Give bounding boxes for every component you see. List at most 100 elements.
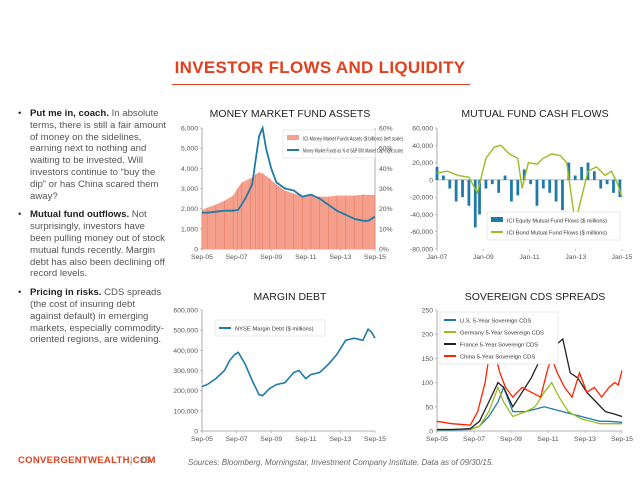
equity-flow-bar (478, 179, 481, 215)
footer-brand[interactable]: CONVERGENTWEALTH.COM (18, 455, 156, 466)
equity-flow-bar (573, 175, 577, 180)
mfcf-legend-label: ICI Equity Mutual Fund Flows ($ millions… (507, 219, 607, 225)
cds-legend-label: U.S. 5-Year Sovereign CDS (460, 319, 531, 325)
bond-flow-line (436, 144, 623, 224)
cds-y-tick-label: 50 (425, 404, 433, 411)
margin-legend-box (214, 319, 326, 337)
chart-title-cds: SOVEREIGN CDS SPREADS (464, 291, 606, 303)
equity-flow-bar (599, 179, 603, 189)
mmf-y-tick-label: 3,000 (181, 186, 198, 193)
sources-note: Sources: Bloomberg, Morningstar, Investm… (188, 458, 494, 467)
equity-flow-bar (554, 179, 558, 202)
cds-legend-box (439, 311, 559, 365)
cds-line-navy (437, 385, 623, 431)
margin-x-tick-label: Sep-11 (295, 436, 317, 443)
bullet-body: CDS spreads (the cost of insuring debt a… (30, 287, 164, 346)
mmf-x-tick-label: Sep-15 (364, 254, 386, 261)
mfcf-x-tick-label: Jan-09 (473, 254, 494, 261)
cds-legend-label: China 5-Year Sovereign CDS (460, 355, 535, 361)
margin-x-tick-label: Sep-09 (260, 436, 282, 443)
bullet-body: Not surprisingly, investors have been pu… (30, 209, 165, 280)
mfcf-y-tick-label: 40,000 (412, 143, 433, 150)
mfcf-x-tick-label: Jan-15 (612, 254, 633, 261)
cds-line-red (436, 334, 623, 426)
mfcf-legend-swatch (491, 217, 503, 222)
cds-y-tick-label: 200 (422, 332, 434, 339)
mfcf-y-tick-label: -60,000 (410, 229, 433, 236)
margin-y-tick-label: 0 (194, 429, 198, 436)
cds-x-tick-label: Sep-09 (500, 436, 522, 443)
margin-debt-line (201, 327, 376, 397)
mmf-x-tick-label: Sep-05 (191, 254, 213, 261)
mmf-y2-tick-label: 50% (379, 146, 393, 153)
mmf-y-tick-label: 0 (194, 247, 198, 254)
equity-flow-bar (484, 179, 488, 189)
equity-flow-bar (516, 179, 520, 196)
margin-y-tick-label: 600,000 (173, 308, 198, 315)
mmf-x-tick-label: Sep-13 (329, 254, 351, 261)
mmf-y2-tick-label: 10% (379, 226, 393, 233)
title-divider (172, 84, 470, 85)
equity-flow-bar (497, 179, 501, 193)
equity-flow-bar (461, 179, 464, 198)
mmf-y2-tick-label: 20% (379, 206, 393, 213)
mfcf-y-tick-label: -40,000 (410, 212, 433, 219)
mmf-y2-tick-label: 40% (379, 166, 393, 173)
mmf-x-tick-label: Sep-09 (260, 254, 282, 261)
equity-flow-bar (490, 179, 494, 185)
margin-legend-label: NYSE Margin Debt ($ millions) (235, 327, 314, 333)
mmf-x-tick-label: Sep-11 (295, 254, 317, 261)
cds-y-tick-label: 250 (422, 308, 434, 315)
equity-flow-bar (561, 179, 564, 211)
mfcf-x-tick-label: Jan-07 (427, 254, 448, 261)
margin-x-tick-label: Sep-07 (226, 436, 248, 443)
margin-x-tick-label: Sep-13 (329, 436, 351, 443)
mfcf-y-tick-label: 0 (429, 177, 433, 184)
mmf-y2-tick-label: 60% (379, 126, 393, 133)
equity-flow-bar (454, 179, 458, 202)
equity-flow-bar (435, 166, 439, 180)
mmf-y2-tick-label: 30% (379, 186, 393, 193)
mfcf-x-tick-label: Jan-13 (565, 254, 586, 261)
equity-flow-bar (567, 162, 571, 180)
mfcf-y-tick-label: 60,000 (412, 126, 433, 133)
margin-y-tick-label: 100,000 (173, 408, 198, 415)
mmf-legend-label: ICI Money Market Funds Assets ($ billion… (303, 137, 403, 143)
cds-x-tick-label: Sep-07 (463, 436, 485, 443)
equity-flow-bar (448, 179, 452, 189)
equity-flow-bar (441, 175, 445, 180)
mfcf-y-tick-label: -80,000 (410, 247, 433, 254)
equity-flow-bar (522, 169, 526, 180)
margin-y-tick-label: 200,000 (173, 388, 198, 395)
bullet-list: Put me in, coach. In absolute terms, the… (18, 108, 168, 353)
page-number: 15 (140, 455, 151, 466)
mmf-legend-box (282, 129, 376, 159)
bullet-body: In absolute terms, there is still a fair… (30, 108, 166, 202)
cds-x-tick-label: Sep-13 (574, 436, 596, 443)
mmf-legend-swatch (287, 135, 299, 140)
equity-flow-bar (503, 175, 507, 180)
equity-flow-bar (605, 179, 609, 185)
cds-y-tick-label: 150 (422, 356, 434, 363)
equity-flow-bar (592, 171, 596, 180)
cds-y-tick-label: 0 (429, 429, 433, 436)
equity-flow-bar (473, 179, 477, 228)
margin-x-tick-label: Sep-05 (191, 436, 213, 443)
chart-title-margin: MARGIN DEBT (253, 291, 327, 303)
equity-flow-bar (510, 179, 513, 202)
cds-legend-label: France 5-Year Sovereign CDS (460, 343, 538, 349)
mmf-y-tick-label: 2,000 (181, 206, 198, 213)
mmf-y-tick-label: 6,000 (181, 126, 198, 133)
mfcf-legend-label: ICI Bond Mutual Fund Flows ($ millions) (507, 231, 607, 237)
footer-separator: | (130, 455, 133, 466)
mfcf-x-tick-label: Jan-11 (519, 254, 539, 261)
equity-flow-bar (548, 179, 552, 193)
bullet-heading: Mutual fund outflows. (30, 209, 130, 221)
mmf-assets-area (202, 172, 375, 249)
equity-flow-bar (535, 179, 539, 206)
bullet-item: Mutual fund outflows. Not surprisingly, … (18, 209, 168, 280)
cds-line-green (437, 381, 622, 431)
cds-y-tick-label: 100 (422, 380, 434, 387)
mmf-y-tick-label: 5,000 (181, 146, 198, 153)
